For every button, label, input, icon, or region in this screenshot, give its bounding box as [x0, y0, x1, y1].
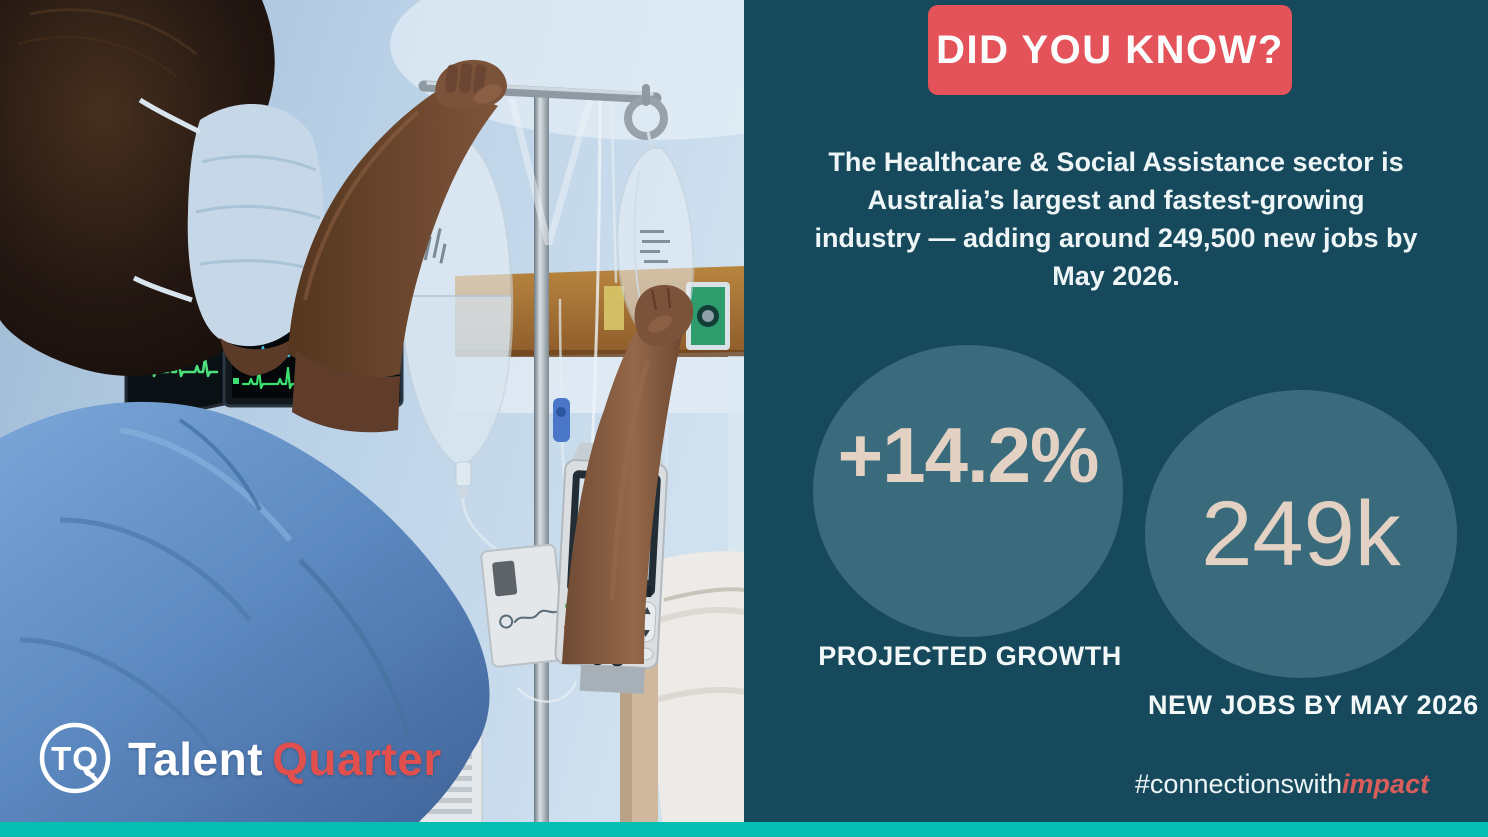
- raised-arm: [288, 84, 498, 378]
- photo-illustration: [0, 0, 744, 837]
- did-you-know-banner: DID YOU KNOW?: [928, 5, 1292, 95]
- forearm: [562, 316, 682, 664]
- shoulder-skin: [292, 352, 400, 433]
- fact-line: The Healthcare & Social Assistance secto…: [828, 147, 1404, 177]
- growth-label: PROJECTED GROWTH: [818, 641, 1122, 671]
- fact-line: May 2026.: [1052, 261, 1180, 291]
- bottom-accent-bar: [0, 822, 1488, 837]
- stat-circle-jobs: 249k: [1145, 390, 1457, 678]
- wall-pipe: [728, 356, 744, 566]
- logo-talent: Talent: [128, 733, 264, 785]
- pump-brand-scribble: [513, 609, 560, 624]
- info-panel: DID YOU KNOW? The Healthcare & Social As…: [744, 0, 1488, 837]
- channel-label: [233, 378, 239, 384]
- nurse: [0, 0, 694, 837]
- mask-strap: [132, 275, 193, 303]
- rail-plate-yellow: [604, 286, 624, 330]
- thumb: [648, 315, 672, 333]
- face-mask: [187, 104, 324, 347]
- magnifier-tail: [83, 767, 98, 782]
- hashtag: #connectionswithimpact: [1082, 769, 1482, 800]
- wall-outlet: [686, 282, 730, 350]
- hospital-bed: [653, 551, 744, 837]
- roller-clamp: [553, 398, 570, 442]
- tq-monogram-text: TQ: [51, 740, 99, 777]
- hashtag-plain: #connectionswith: [1134, 769, 1343, 799]
- drip-chamber: [508, 98, 594, 245]
- iv-line-loop: [517, 681, 578, 703]
- logo-wordmark: Talent Quarter: [128, 732, 442, 786]
- fact-line: industry — adding around 249,500 new job…: [814, 223, 1418, 253]
- scrubs-back: [0, 401, 490, 837]
- thumb: [473, 84, 503, 104]
- growth-value: +14.2%: [837, 410, 1100, 499]
- fact-paragraph: The Healthcare & Social Assistance secto…: [744, 143, 1488, 295]
- hashtag-accent: impact: [1342, 769, 1430, 799]
- nurse-jaw: [220, 338, 294, 376]
- bag-label-text: [640, 230, 670, 263]
- mask-strap: [138, 97, 202, 135]
- logo-quarter: Quarter: [272, 733, 442, 785]
- jobs-label: NEW JOBS BY MAY 2026: [1148, 690, 1479, 720]
- tq-monogram-icon: TQ: [39, 722, 111, 794]
- stat-circle-growth: +14.2%: [813, 345, 1123, 637]
- hospital-nurse-photo: [0, 0, 744, 837]
- fact-line: Australia’s largest and fastest-growing: [867, 185, 1365, 215]
- jobs-value: 249k: [1201, 482, 1401, 585]
- pump-cassette-module: [480, 543, 567, 668]
- talentquarter-logo: TQ Talent Quarter: [36, 720, 442, 798]
